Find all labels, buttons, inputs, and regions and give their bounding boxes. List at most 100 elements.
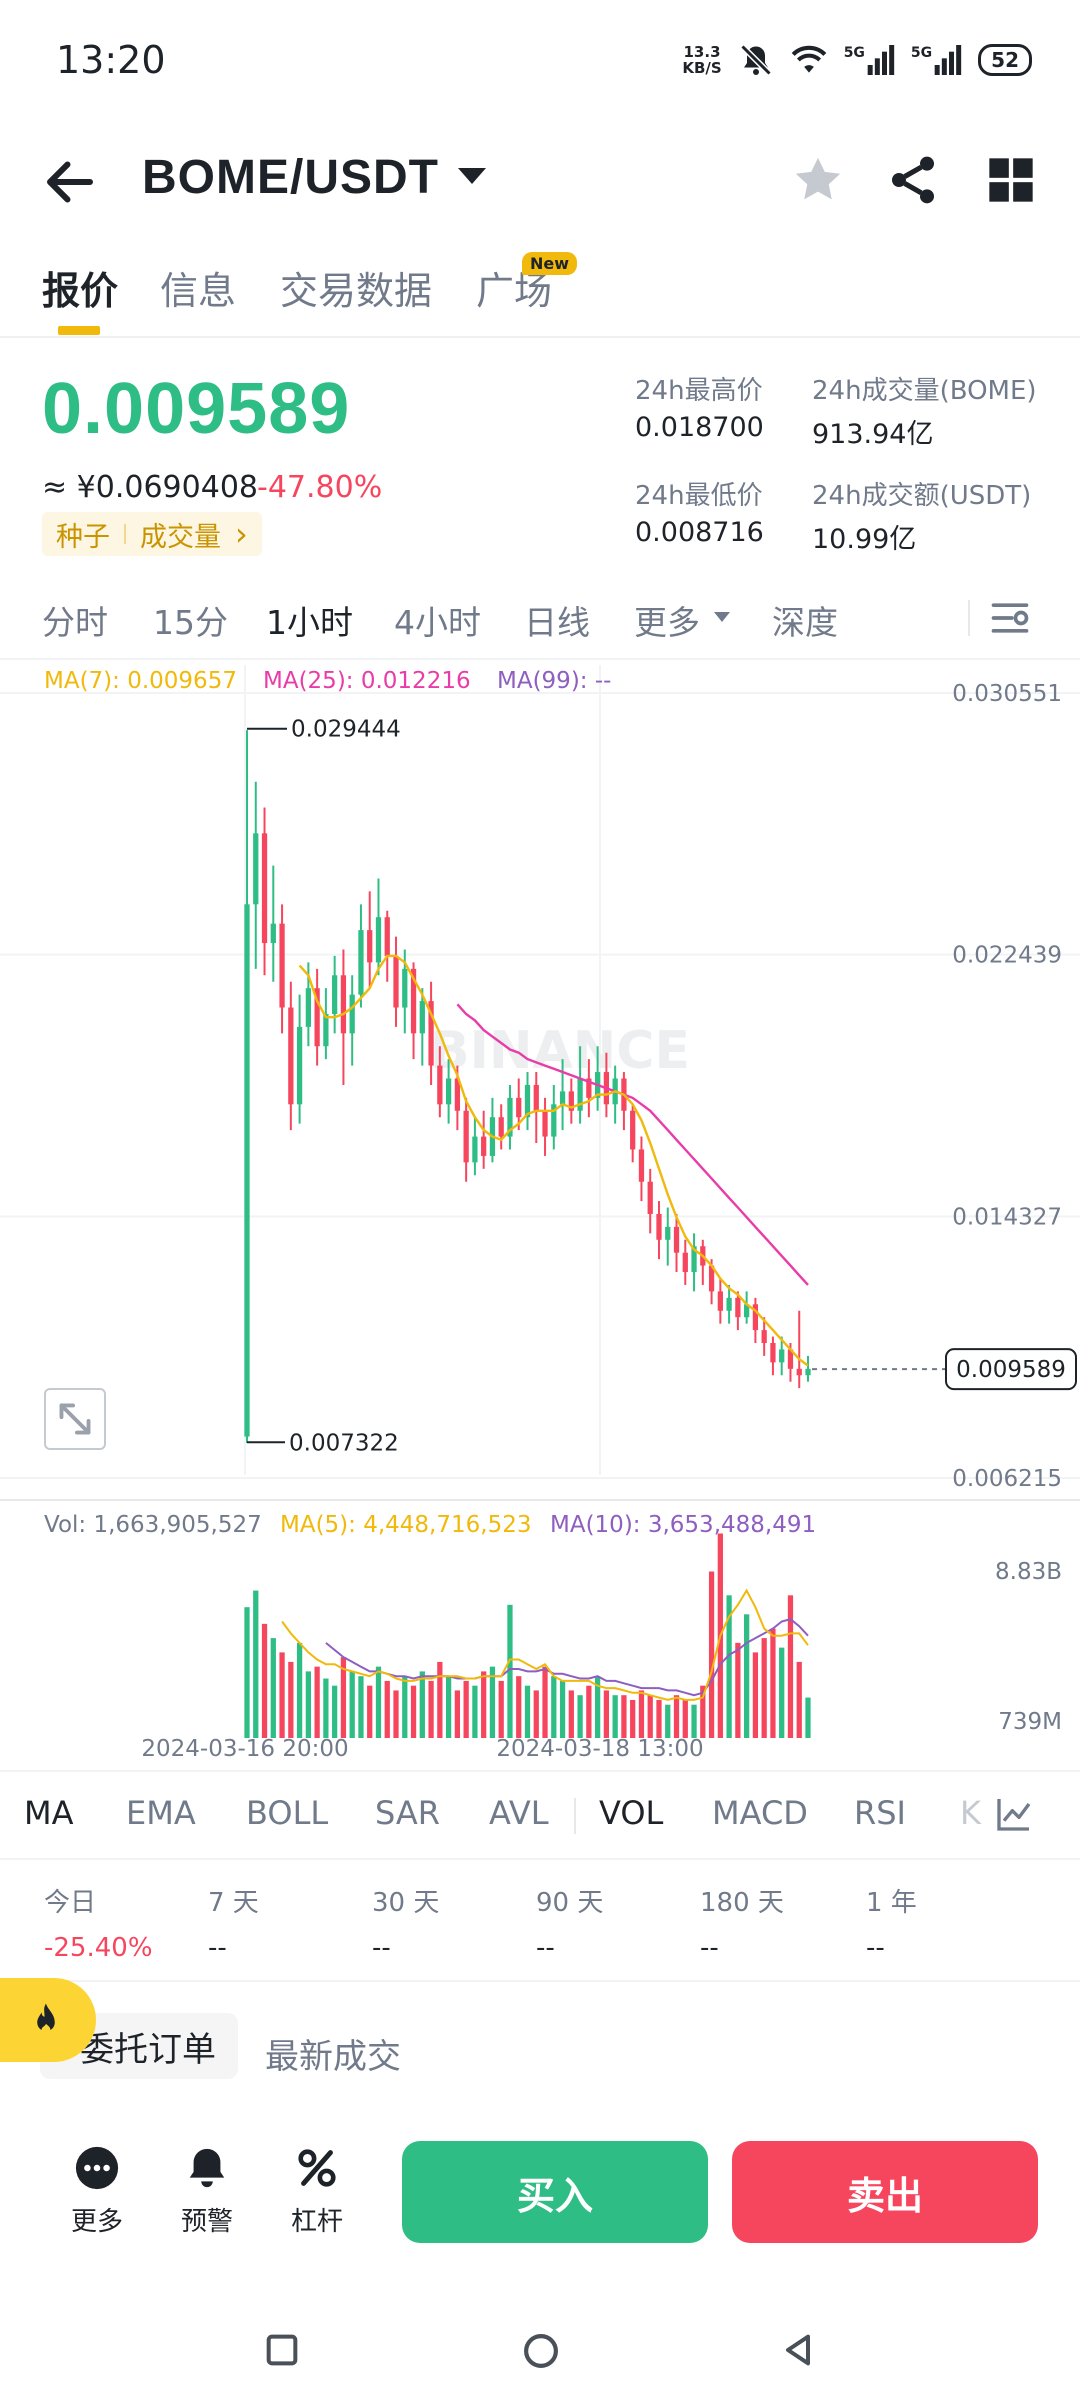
candle-up [332,975,338,1014]
volume-bar-up [244,1607,250,1738]
pair-dropdown-caret-icon[interactable] [458,168,486,184]
buy-button[interactable]: 买入 [402,2141,708,2243]
indicator-settings-icon[interactable] [994,1794,1034,1834]
volume-bar-up [577,1695,583,1738]
candle-down [787,1349,794,1369]
ma25-legend: MA(25): 0.012216 [263,668,471,694]
chart-area[interactable]: 0.030551 0.022439 0.014327 0.006215 BINANCE 0… [0,665,1080,1775]
volume-bar-down [288,1661,294,1738]
volume-bar-down [314,1666,320,1738]
volume-bar-down [673,1695,680,1738]
indicator-tab-kdj[interactable]: K [960,1794,981,1832]
candle-down [340,975,347,1034]
grid-icon[interactable] [985,154,1037,206]
interval-tab-4h[interactable]: 4小时 [394,603,481,642]
recents-icon[interactable] [262,2330,302,2370]
pair-title[interactable]: BOME/USDT [142,151,439,204]
indicator-tab-boll[interactable]: BOLL [246,1794,329,1832]
volume-bar-up [744,1614,750,1738]
indicator-tab-sar[interactable]: SAR [375,1794,441,1832]
performance-1y: 1 年 -- [866,1882,917,1963]
candle-down [638,1149,645,1182]
more-button[interactable]: 更多 [52,2145,142,2238]
tab-trading-data[interactable]: 交易数据 [280,269,433,313]
ma99-legend: MA(99): -- [497,668,612,694]
header: BOME/USDT [0,130,1080,230]
candle-up [472,1136,478,1163]
tab-quote[interactable]: 报价 [42,269,119,313]
kline-chart[interactable]: 0.0305510.0224390.0143270.006215BINANCE0… [0,665,1080,1775]
tab-square[interactable]: 广场 [476,269,553,313]
interval-tab-depth[interactable]: 深度 [772,603,838,642]
candle-up [305,988,311,1027]
interval-tab-more[interactable]: 更多 [634,603,700,642]
net-speed-value: 13.3 [683,43,721,61]
volume-bar-up [489,1666,496,1738]
wifi-icon [791,45,826,73]
chart-settings-icon[interactable] [988,596,1032,640]
performance-30d: 30 天 -- [372,1882,439,1963]
candle-down [463,1110,469,1163]
volume-bar-up [349,1671,355,1738]
volume-bar-up [332,1685,338,1738]
percent-icon [298,2149,336,2187]
volume-bar-up [472,1685,478,1738]
alert-button[interactable]: 预警 [162,2145,252,2238]
back-nav-icon[interactable] [778,2330,818,2370]
star-icon[interactable] [790,152,846,208]
volume-bar-down [516,1676,522,1738]
candle-down [647,1181,653,1214]
interval-tab-15m[interactable]: 15分 [153,603,228,642]
sell-button[interactable]: 卖出 [732,2141,1038,2243]
candle-up [691,1246,697,1273]
volume-bar-down [787,1595,794,1738]
volume-bar-down [384,1680,390,1738]
current-price-box [945,1348,1077,1391]
performance-label: 30 天 [372,1888,440,1918]
volume-base-value: 913.94亿 [812,419,934,450]
volume-bar-down [261,1623,268,1738]
interval-tab-line[interactable]: 分时 [42,603,108,642]
candle-up [665,1226,671,1240]
interval-tabs: 分时 15分 1小时 4小时 日线 更多 深度 [0,590,1080,660]
candle-up [296,1026,303,1105]
candle-up [507,1097,513,1137]
volume-bar-up [375,1666,382,1738]
volume-bar-up [594,1676,601,1738]
hot-floating-button[interactable] [0,1978,96,2062]
bell-icon [189,2148,225,2188]
more-caret-icon[interactable] [714,612,730,622]
tab-info[interactable]: 信息 [160,269,237,313]
interval-tab-1d[interactable]: 日线 [524,603,590,642]
signal-1-label: 5G [843,45,865,61]
volume-bar-down [586,1685,592,1738]
indicator-tab-ma[interactable]: MA [24,1794,74,1832]
back-arrow-icon[interactable] [40,152,100,212]
volume-ma5-line [281,1588,809,1701]
volume-bar-up [358,1676,364,1738]
volume-bar-down [279,1652,285,1738]
indicator-tab-avl[interactable]: AVL [489,1794,549,1832]
home-icon[interactable] [520,2330,562,2372]
expand-chart-icon[interactable] [44,1388,106,1450]
price-axis-label: 0.014327 [952,1204,1062,1230]
tab-latest-trades[interactable]: 最新成交 [265,2037,401,2077]
candle-down [673,1226,680,1253]
indicator-tab-ema[interactable]: EMA [126,1794,196,1832]
leverage-label: 杠杆 [290,2207,343,2237]
candle-down [630,1110,636,1150]
low-24h-value: 0.008716 [635,517,764,548]
status-bar: 13:20 13.3 KB/S 5G 5G 52 [0,0,1080,125]
leverage-button[interactable]: 杠杆 [272,2145,362,2238]
performance-row: 今日 -25.40% 7 天 -- 30 天 -- 90 天 -- 180 天 … [0,1862,1080,1982]
active-tab-indicator [58,326,100,335]
indicator-tab-vol[interactable]: VOL [599,1794,664,1832]
tag-pill[interactable]: 种子 成交量 › [42,512,262,556]
indicator-tab-rsi[interactable]: RSI [854,1794,906,1832]
performance-value: -- [866,1933,885,1963]
indicator-tab-macd[interactable]: MACD [712,1794,808,1832]
volume-bar-down [708,1571,715,1738]
share-icon[interactable] [885,152,941,208]
interval-tab-1h[interactable]: 1小时 [266,603,353,642]
price-axis-label: 0.022439 [952,943,1062,969]
